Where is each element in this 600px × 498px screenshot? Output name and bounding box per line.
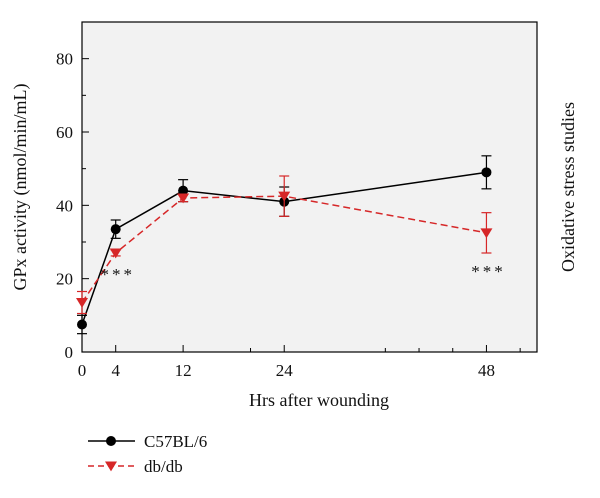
series-1-point xyxy=(77,319,87,330)
series-1-point xyxy=(178,185,189,196)
x-axis-ticks: 0 4 12 24 48 xyxy=(78,345,521,380)
side-label: Oxidative stress studies xyxy=(558,102,578,272)
y-tick-label: 60 xyxy=(56,123,73,142)
series-2-point xyxy=(177,193,190,204)
series-2-point xyxy=(480,228,493,239)
y-tick-label: 40 xyxy=(56,196,73,215)
legend-marker-circle xyxy=(106,436,116,446)
x-tick-label: 4 xyxy=(111,361,120,380)
plot-area xyxy=(81,21,538,353)
annotation-layer: *** *** xyxy=(100,262,506,284)
y-tick-label: 20 xyxy=(56,270,73,289)
x-tick-label: 24 xyxy=(276,361,294,380)
y-axis-title: GPx activity (nmol/min/mL) xyxy=(10,84,31,291)
series-1-point xyxy=(110,224,121,235)
legend-item-series-1: C57BL/6 xyxy=(88,432,207,451)
legend-item-series-2: db/db xyxy=(88,457,183,476)
x-tick-label: 48 xyxy=(478,361,495,380)
series-1-point xyxy=(481,167,492,178)
x-tick-label: 12 xyxy=(175,361,192,380)
legend-label-series-1: C57BL/6 xyxy=(144,432,207,451)
y-tick-label: 80 xyxy=(56,50,73,69)
significance-marker: *** xyxy=(471,262,506,281)
legend: C57BL/6 db/db xyxy=(88,432,207,476)
series-2-point xyxy=(76,298,88,308)
series-2-point xyxy=(109,248,122,259)
y-tick-label: 0 xyxy=(65,343,74,362)
significance-marker: *** xyxy=(100,265,135,284)
series-2-point xyxy=(278,191,291,202)
x-axis-title: Hrs after wounding xyxy=(249,390,389,410)
series-layer xyxy=(76,155,493,335)
legend-marker-triangle xyxy=(105,461,117,472)
legend-label-series-2: db/db xyxy=(144,457,183,476)
x-tick-label: 0 xyxy=(78,361,87,380)
